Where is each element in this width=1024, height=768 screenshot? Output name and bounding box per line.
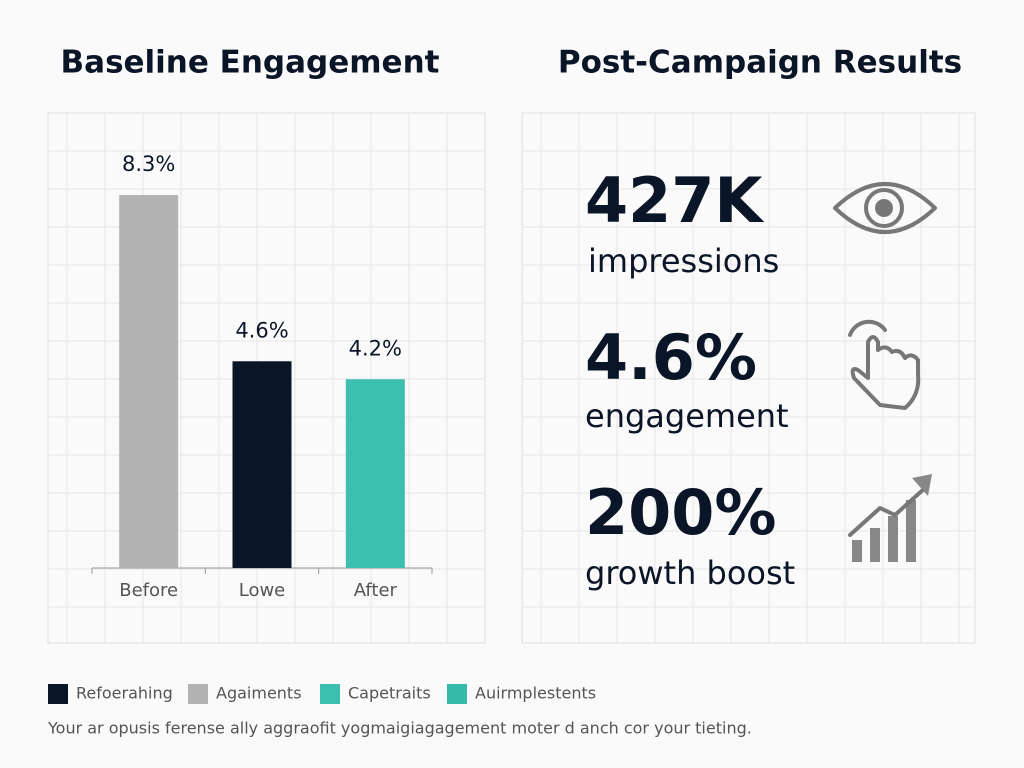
bar	[232, 361, 292, 568]
legend-label: Refoerahing	[76, 684, 173, 703]
growth-icon	[848, 474, 932, 562]
bar	[345, 379, 405, 568]
background-grid	[48, 113, 975, 643]
legend-label: Auirmplestents	[475, 684, 596, 703]
legend-swatch	[48, 684, 68, 704]
hand-icon	[848, 319, 921, 410]
left-panel	[47, 112, 486, 644]
stat-value: 4.6%	[585, 321, 757, 394]
legend-label: Capetraits	[348, 684, 431, 703]
value-label: 4.6%	[235, 318, 288, 342]
eye-icon	[833, 182, 937, 234]
bar	[119, 195, 179, 568]
footnote: Your ar opusis ferense ally aggraofit yo…	[47, 719, 752, 738]
stat-value: 200%	[585, 476, 777, 549]
x-tick-label: After	[354, 580, 398, 601]
legend-swatch	[188, 684, 208, 704]
legend-swatch	[320, 684, 340, 704]
stats-title: Post-Campaign Results	[558, 45, 962, 81]
chart-title: Baseline Engagement	[61, 45, 440, 81]
x-tick-label: Before	[119, 580, 178, 601]
legend-swatch	[447, 684, 467, 704]
x-tick-label: Lowe	[239, 580, 286, 601]
stat-value: 427K	[585, 164, 764, 237]
stat-label: growth boost	[585, 554, 795, 592]
bars: Before 8.3% Lowe 4.6% After 4.2%	[91, 152, 433, 601]
stat-label: engagement	[585, 397, 789, 435]
value-label: 4.2%	[349, 336, 402, 360]
legend: Refoerahing Agaiments Capetraits Auirmplest…	[48, 684, 596, 704]
legend-label: Agaiments	[216, 684, 302, 703]
right-panel	[521, 112, 976, 644]
stat-label: impressions	[588, 242, 779, 280]
value-label: 8.3%	[122, 152, 175, 176]
